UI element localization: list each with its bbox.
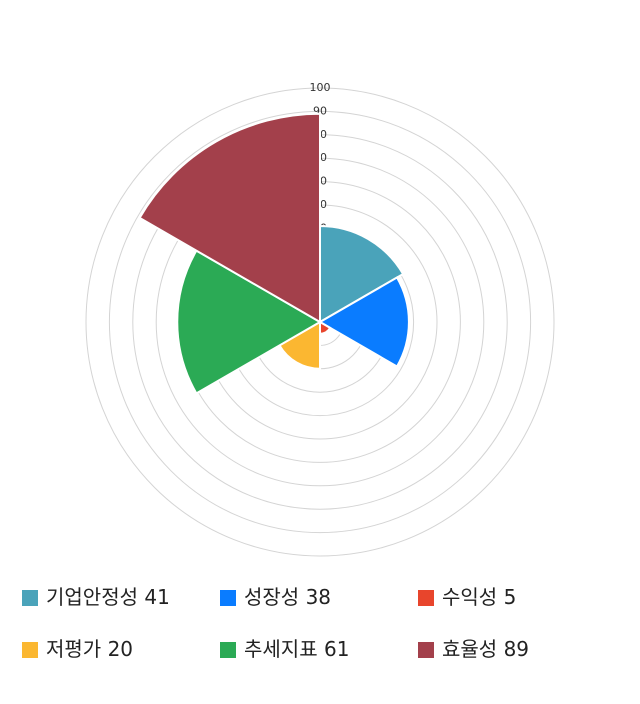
wedge [176, 249, 322, 395]
legend-name: 추세지표 [244, 637, 318, 661]
legend-value: 89 [504, 637, 529, 661]
legend-name: 기업안정성 [46, 585, 138, 609]
grid-circle [108, 110, 532, 534]
legend-name: 저평가 [46, 637, 101, 661]
legend-swatch [418, 642, 434, 658]
legend-label: 성장성 38 [244, 585, 331, 609]
grid-circle [85, 87, 555, 557]
legend-swatch [220, 590, 236, 606]
legend-value: 41 [144, 585, 169, 609]
wedge [319, 225, 405, 324]
legend-label: 효율성 89 [442, 637, 529, 661]
legend-label: 저평가 20 [46, 637, 133, 661]
r-tick-label: 100 [310, 81, 331, 94]
legend-swatch [220, 642, 236, 658]
legend-swatch [418, 590, 434, 606]
legend-swatch [22, 642, 38, 658]
legend-value: 20 [108, 637, 133, 661]
legend-name: 성장성 [244, 585, 299, 609]
wedge [317, 276, 410, 368]
wedge [138, 112, 321, 324]
legend-label: 수익성 5 [442, 585, 516, 609]
legend-value: 5 [504, 585, 517, 609]
legend-label: 기업안정성 41 [46, 585, 170, 609]
legend-value: 38 [306, 585, 331, 609]
legend-swatch [22, 590, 38, 606]
legend-value: 61 [324, 637, 349, 661]
legend-name: 효율성 [442, 637, 497, 661]
legend-label: 추세지표 61 [244, 637, 349, 661]
legend-name: 수익성 [442, 585, 497, 609]
